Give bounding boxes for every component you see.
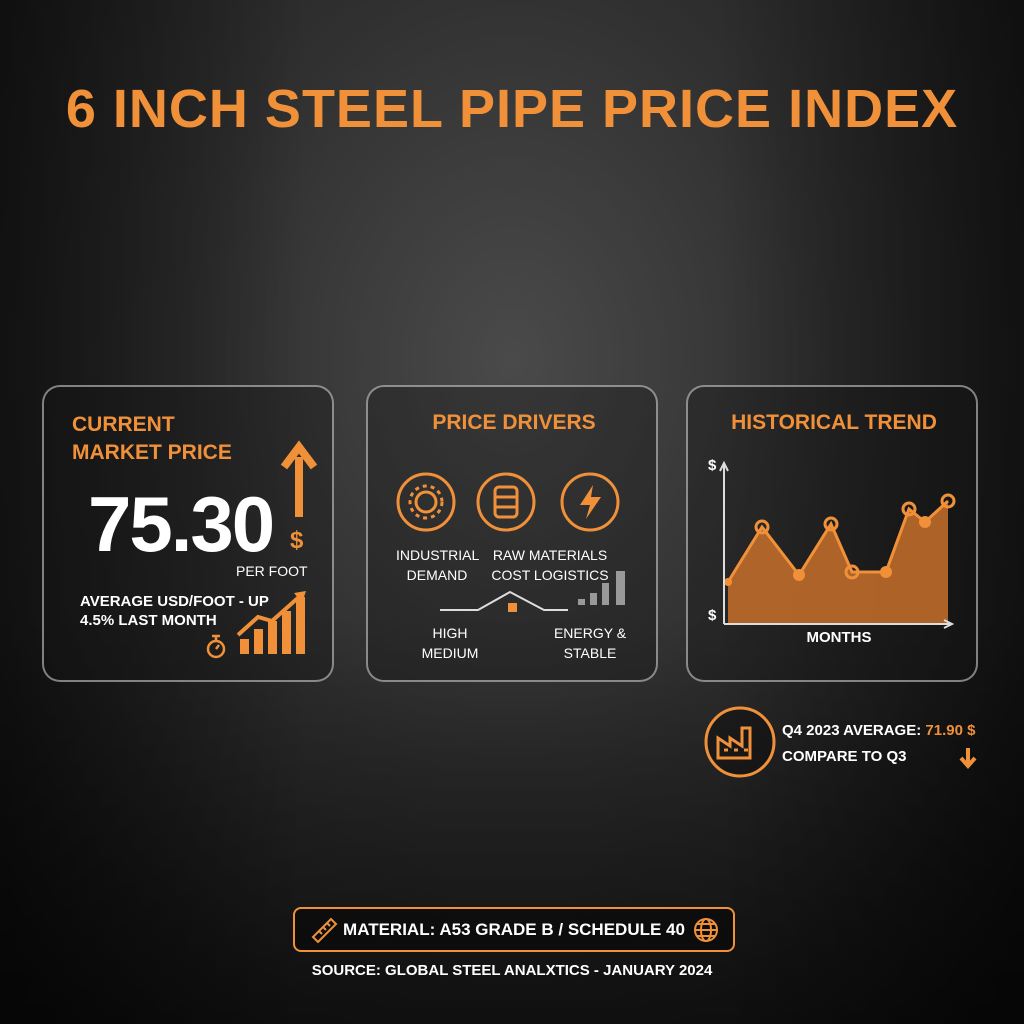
material-text: MATERIAL: A53 GRADE B / SCHEDULE 40 [343, 920, 685, 939]
price-drivers-card: PRICE DRIVERS INDUSTRIAL DEMAND RAW MATE… [366, 385, 658, 682]
y-axis-label: $ [708, 607, 717, 624]
q4-row: Q4 2023 AVERAGE: 71.90 $ [782, 722, 975, 739]
x-axis-label: MONTHS [806, 629, 872, 646]
trend-area [728, 501, 948, 624]
driver-label: HIGH MEDIUM [421, 625, 479, 661]
axes [719, 460, 955, 629]
growth-icon [236, 591, 306, 654]
up-arrow [280, 440, 318, 517]
ruler-icon [311, 917, 338, 944]
driver-trend-line [440, 590, 568, 611]
q4-value: 71.90 $ [925, 722, 976, 739]
trend-line [726, 499, 950, 583]
y-axis-label: $ [708, 457, 717, 474]
price: 75.30 [88, 480, 275, 568]
note: AVERAGE USD/FOOT - UP 4.5% LAST MONTH [80, 593, 269, 629]
trend-chart [719, 460, 956, 629]
materials-icon [476, 472, 536, 532]
source: SOURCE: GLOBAL STEEL ANALXTICS - JANUARY… [311, 962, 713, 979]
card-heading: CURRENT MARKET PRICE [72, 413, 232, 464]
energy-icon [560, 472, 620, 532]
q4-compare: COMPARE TO Q3 [782, 748, 907, 765]
stopwatch-icon [206, 634, 226, 659]
driver-label: RAW MATERIALS COST LOGISTICS [491, 547, 609, 583]
globe-icon [694, 918, 718, 942]
title: 6 INCH STEEL PIPE PRICE INDEX [65, 79, 959, 139]
unit: PER FOOT [236, 563, 308, 579]
trend-points [754, 493, 956, 580]
card-heading: HISTORICAL TREND [731, 411, 937, 434]
material-box: MATERIAL: A53 GRADE B / SCHEDULE 40 [293, 907, 735, 952]
factory-icon [704, 706, 776, 778]
q4-label: Q4 2023 AVERAGE: [782, 722, 922, 739]
driver-icons [396, 472, 625, 612]
down-arrow [959, 748, 977, 770]
demand-icon [396, 472, 456, 532]
market-price-card: CURRENT MARKET PRICE 75.30 $ PER FOOT AV… [42, 385, 334, 682]
currency: $ [290, 527, 304, 554]
driver-bars [578, 571, 625, 605]
driver-label: INDUSTRIAL DEMAND [396, 547, 480, 583]
driver-label: ENERGY & STABLE [553, 625, 627, 661]
historical-trend-card: HISTORICAL TREND $ $ MONTHS [686, 385, 978, 682]
card-heading: PRICE DRIVERS [432, 411, 596, 434]
card-icons [206, 440, 318, 659]
